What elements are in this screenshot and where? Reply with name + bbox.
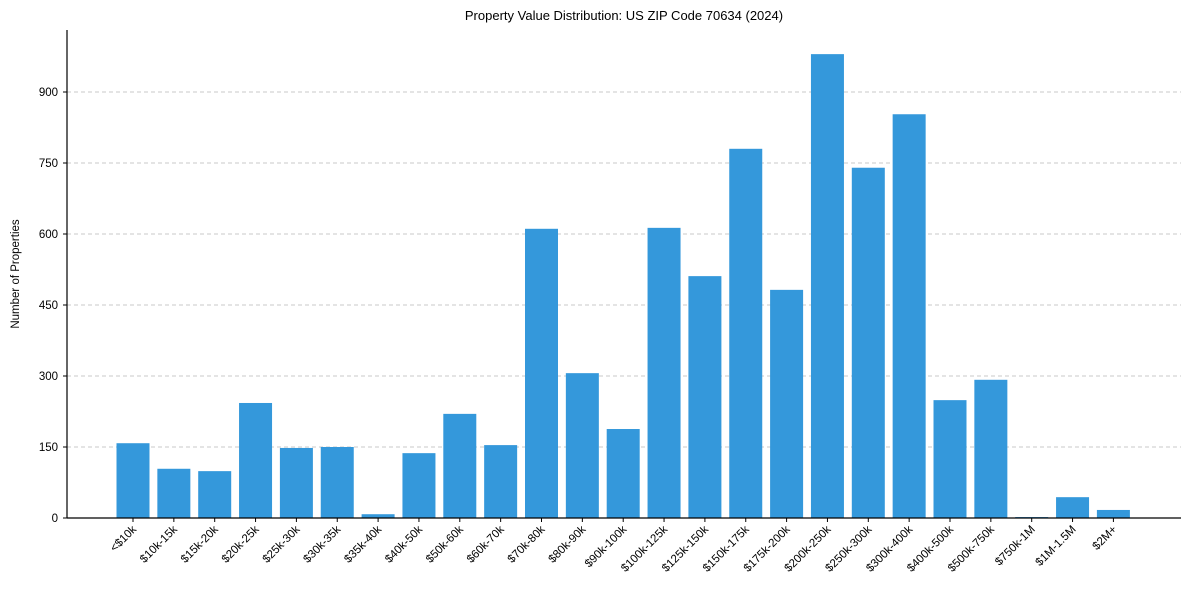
bar: [688, 276, 722, 518]
bar: [279, 447, 313, 518]
y-gridlines: [67, 91, 1181, 448]
bar: [606, 429, 640, 518]
bar: [484, 445, 518, 518]
bar: [320, 447, 354, 518]
bar: [974, 379, 1008, 518]
bar: [239, 402, 273, 518]
bar: [770, 289, 804, 518]
x-tick-label: $25k-30k: [261, 523, 303, 565]
x-axis-ticks: <$10k$10k-15k$15k-20k$20k-25k$25k-30k$30…: [108, 518, 1120, 575]
x-tick-label: $35k-40k: [342, 523, 384, 565]
bar: [1056, 497, 1090, 518]
x-tick-label: $10k-15k: [138, 523, 180, 565]
y-tick-label: 600: [39, 229, 58, 241]
x-tick-label: $80k-90k: [547, 523, 589, 565]
y-tick-label: 300: [39, 371, 58, 383]
x-tick-label: <$10k: [108, 523, 139, 554]
x-tick-label: $50k-60k: [424, 523, 466, 565]
x-tick-label: $60k-70k: [465, 523, 507, 565]
bar-series: [116, 54, 1130, 519]
bar: [1096, 509, 1130, 518]
y-tick-label: 150: [39, 442, 58, 454]
x-tick-label: $70k-80k: [506, 523, 548, 565]
bar: [361, 514, 395, 518]
bar: [565, 373, 599, 518]
bar: [933, 400, 967, 518]
bar: [810, 54, 844, 519]
bar: [443, 413, 477, 518]
x-tick-label: $40k-50k: [383, 523, 425, 565]
x-tick-label: $1M-1.5M: [1034, 524, 1079, 569]
bar: [116, 443, 150, 518]
x-tick-label: $30k-35k: [301, 523, 343, 565]
axes: [66, 30, 1181, 519]
bar: [157, 468, 191, 518]
y-tick-label: 750: [39, 158, 58, 170]
y-tick-label: 900: [39, 87, 58, 99]
y-axis-ticks: 0 150 300 450 600 750 900: [39, 87, 67, 525]
bar: [198, 471, 232, 518]
x-tick-label: $2M+: [1090, 523, 1119, 552]
bar: [402, 453, 436, 518]
y-tick-label: 0: [52, 513, 58, 525]
bar: [525, 228, 558, 518]
bar: [729, 148, 763, 519]
x-tick-label: $750k-1M: [993, 524, 1038, 569]
bar: [851, 167, 885, 518]
bar: [892, 114, 926, 518]
x-tick-label: $15k-20k: [179, 523, 221, 565]
bar: [647, 227, 681, 518]
y-tick-label: 450: [39, 300, 58, 312]
x-tick-label: $20k-25k: [220, 523, 262, 565]
chart-title: Property Value Distribution: US ZIP Code…: [464, 8, 784, 23]
